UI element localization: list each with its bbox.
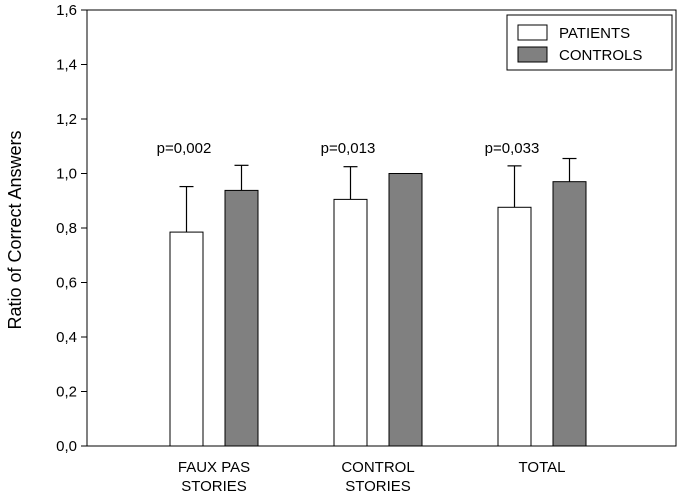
y-tick-label: 0,6 xyxy=(56,275,77,292)
annotations-group: p=0,002 p=0,013 p=0,033 xyxy=(157,140,540,157)
bar-controls xyxy=(552,181,587,447)
legend-swatch-patients xyxy=(517,24,548,41)
p-value-label: p=0,002 xyxy=(157,140,212,157)
y-tick-label: 1,6 xyxy=(56,2,77,19)
y-tick-label: 1,4 xyxy=(56,57,77,74)
legend-label-patients: PATIENTS xyxy=(559,25,630,42)
y-tick-label: 1,2 xyxy=(56,111,77,128)
x-category-label: TOTAL xyxy=(519,459,566,476)
bar-patients xyxy=(497,206,532,447)
x-axis-labels: FAUX PAS STORIES CONTROL STORIES TOTAL xyxy=(178,459,566,495)
axes: 0,0 0,2 0,4 0,6 0,8 1,0 1,2 1,4 1,6 xyxy=(56,2,677,455)
y-tick-label: 0,8 xyxy=(56,220,77,237)
y-tick-label: 1,0 xyxy=(56,166,77,183)
x-category-label: FAUX PAS xyxy=(178,459,250,476)
bar-patients xyxy=(333,198,368,447)
x-category-label: STORIES xyxy=(345,478,411,495)
legend-label-controls: CONTROLS xyxy=(559,47,642,64)
y-tick-label: 0,0 xyxy=(56,438,77,455)
y-tick-label: 0,2 xyxy=(56,384,77,401)
p-value-label: p=0,013 xyxy=(321,140,376,157)
x-category-label: STORIES xyxy=(181,478,247,495)
y-axis-title: Ratio of Correct Answers xyxy=(5,130,25,329)
bar-controls xyxy=(224,189,259,447)
legend: PATIENTS CONTROLS xyxy=(506,14,673,71)
legend-swatch-controls xyxy=(517,46,548,63)
y-tick-label: 0,4 xyxy=(56,329,77,346)
bar-controls xyxy=(388,173,423,447)
bar-patients xyxy=(169,231,204,447)
p-value-label: p=0,033 xyxy=(485,140,540,157)
bars-group xyxy=(169,157,587,447)
x-category-label: CONTROL xyxy=(341,459,414,476)
